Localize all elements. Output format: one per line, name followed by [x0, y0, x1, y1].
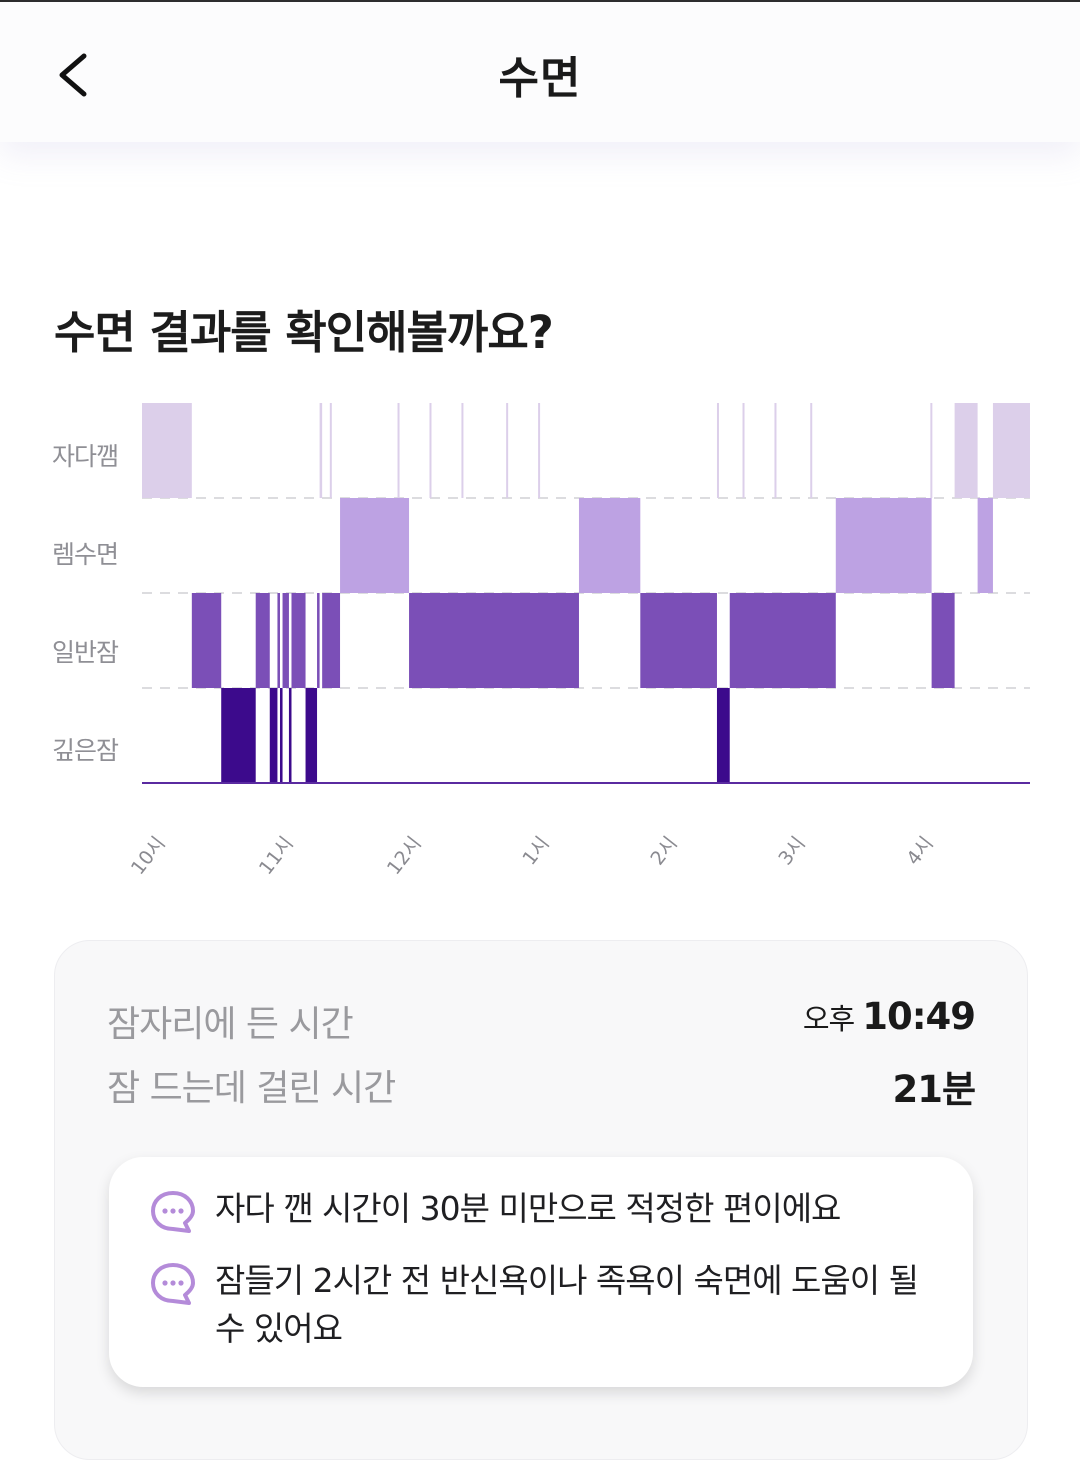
x-tick-label: 4시 [902, 832, 938, 870]
bedtime-time: 10:49 [862, 995, 976, 1038]
stage-segment [340, 498, 410, 593]
stage-segment [255, 593, 270, 688]
stage-segment [221, 688, 256, 783]
x-tick-label: 11시 [254, 832, 298, 880]
sleep-tips-box: 자다 깬 시간이 30분 미만으로 적정한 편이에요 잠들기 2시간 전 반신욕… [109, 1157, 973, 1387]
stage-segment [716, 688, 730, 783]
stage-segment [977, 498, 993, 593]
stage-segment [317, 593, 320, 688]
awake-spike [461, 403, 464, 498]
stage-segment [142, 403, 192, 498]
stage-segment [269, 688, 278, 783]
awake-spike [774, 403, 777, 498]
stage-segment [954, 403, 978, 498]
stage-segment [729, 593, 836, 688]
awake-spike [810, 403, 813, 498]
x-tick-label: 12시 [382, 832, 426, 880]
page-title: 수면 [498, 53, 582, 104]
stage-label-rem: 렘수면 [52, 540, 119, 569]
bedtime-ampm: 오후 [802, 1002, 855, 1036]
x-tick-label: 10시 [126, 832, 170, 880]
stage-segment [191, 593, 222, 688]
stage-segment [319, 403, 323, 498]
stage-segment [835, 498, 932, 593]
sleep-latency-value: 21분 [892, 1068, 976, 1111]
x-tick-label: 1시 [518, 832, 554, 870]
section-heading: 수면 결과를 확인해볼까요? [54, 306, 554, 359]
sleep-latency-label: 잠 드는데 걸린 시간 [107, 1068, 396, 1109]
top-border [0, 0, 1080, 2]
awake-spike [538, 403, 541, 498]
stage-segment [282, 593, 289, 688]
x-tick-label: 3시 [774, 832, 810, 870]
stage-segment [279, 688, 283, 783]
chevron-left-icon [59, 53, 87, 97]
x-tick-label: 2시 [646, 832, 682, 870]
stage-label-deep: 깊은잠 [52, 736, 119, 765]
stage-label-awake: 자다깸 [52, 442, 119, 471]
awake-spike [742, 403, 745, 498]
stage-label-light: 일반잠 [52, 638, 119, 667]
sleep-summary-card: 잠자리에 든 시간 오후 10:49 잠 드는데 걸린 시간 21분 자다 깬 시… [54, 940, 1028, 1460]
stage-segment [578, 498, 641, 593]
stage-segment [288, 688, 292, 783]
stage-segment [409, 593, 579, 688]
stage-segment [277, 593, 280, 688]
chat-bubble-icon [151, 1191, 195, 1233]
bedtime-value: 오후 10:49 [802, 995, 976, 1038]
sleep-hypnogram-chart [142, 403, 1030, 784]
chat-bubble-icon [151, 1263, 195, 1305]
awake-spike [716, 403, 719, 498]
stage-segment [640, 593, 717, 688]
tip-text: 잠들기 2시간 전 반신욕이나 족욕이 숙면에 도움이 될 수 있어요 [215, 1261, 919, 1348]
awake-spike [930, 403, 933, 498]
awake-spike [506, 403, 509, 498]
stage-segment [931, 593, 955, 688]
stage-segment [305, 688, 318, 783]
app-header: 수면 [0, 2, 1080, 142]
awake-spike [329, 403, 332, 498]
stage-segment [992, 403, 1030, 498]
stage-segment [291, 593, 306, 688]
bedtime-label: 잠자리에 든 시간 [107, 1004, 354, 1045]
tip-text: 자다 깬 시간이 30분 미만으로 적정한 편이에요 [215, 1189, 841, 1228]
awake-spike [397, 403, 400, 498]
stage-segment [322, 593, 341, 688]
back-button[interactable] [52, 50, 98, 100]
awake-spike [429, 403, 432, 498]
